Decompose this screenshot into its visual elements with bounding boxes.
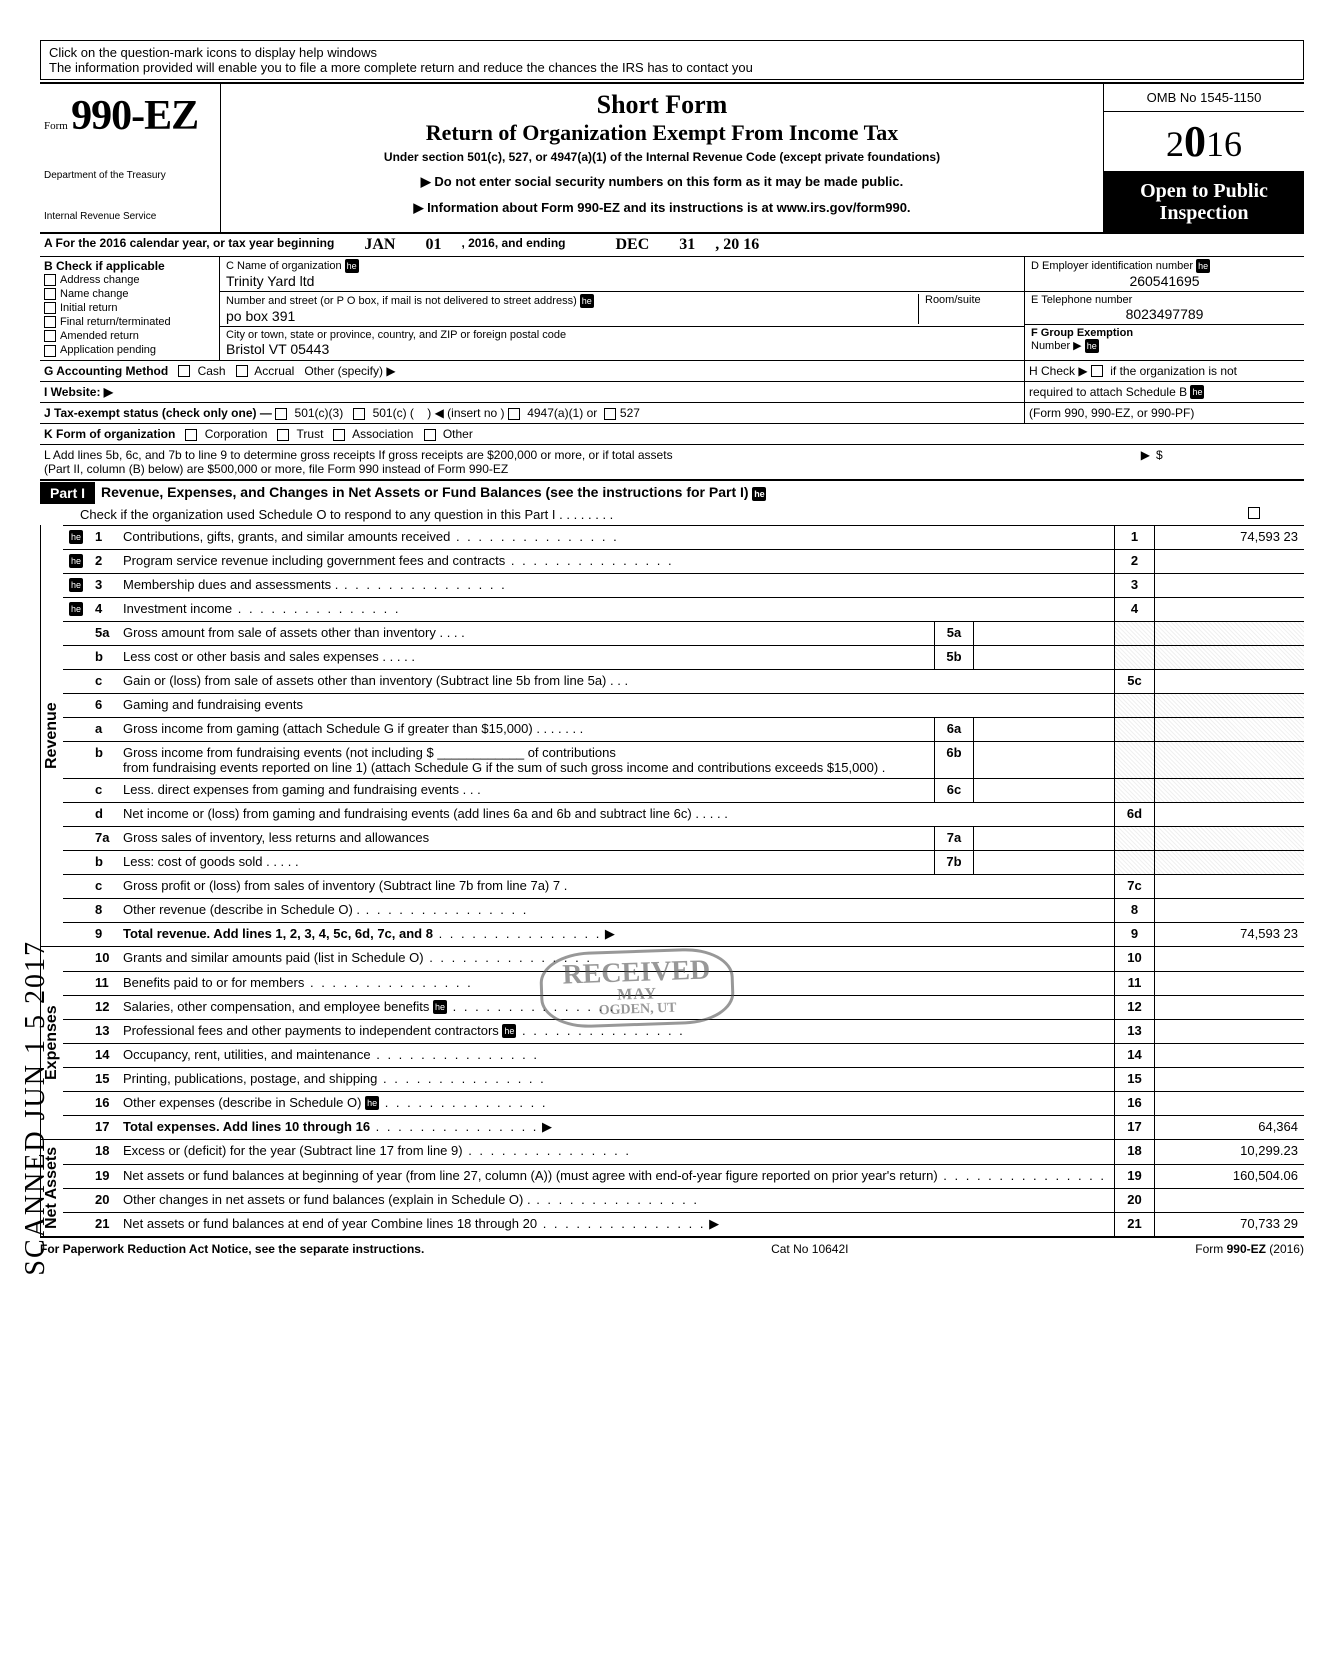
tax-year: 2016 bbox=[1104, 112, 1304, 172]
line-a: A For the 2016 calendar year, or tax yea… bbox=[40, 234, 1304, 256]
help-icon[interactable]: he bbox=[1196, 259, 1210, 273]
revenue-label: Revenue bbox=[40, 525, 63, 946]
chk-association[interactable] bbox=[333, 429, 345, 441]
dept1: Department of the Treasury bbox=[44, 170, 216, 181]
chk-final-return[interactable]: Final return/terminated bbox=[44, 315, 215, 329]
line17-amount: 64,364 bbox=[1154, 1116, 1304, 1139]
note-ssn: ▶ Do not enter social security numbers o… bbox=[231, 174, 1093, 190]
hint-line2: The information provided will enable you… bbox=[49, 60, 1295, 75]
help-icon[interactable]: he bbox=[345, 259, 359, 273]
telephone: 8023497789 bbox=[1031, 306, 1298, 322]
help-icon[interactable]: he bbox=[433, 1000, 447, 1014]
chk-501c3[interactable] bbox=[275, 408, 287, 420]
part1-label: Part I bbox=[40, 482, 95, 504]
website-label: I Website: ▶ bbox=[44, 385, 113, 399]
footer-mid: Cat No 10642I bbox=[771, 1242, 848, 1256]
org-city: Bristol VT 05443 bbox=[226, 341, 1018, 357]
help-icon[interactable]: he bbox=[1190, 385, 1204, 399]
chk-schedule-o[interactable] bbox=[1248, 507, 1260, 519]
help-icon[interactable]: he bbox=[580, 294, 594, 308]
chk-schedule-b[interactable] bbox=[1091, 365, 1103, 377]
chk-501c[interactable] bbox=[353, 408, 365, 420]
line9-amount: 74,593 23 bbox=[1154, 923, 1304, 946]
chk-4947[interactable] bbox=[508, 408, 520, 420]
hint-line1: Click on the question-mark icons to disp… bbox=[49, 45, 1295, 60]
chk-trust[interactable] bbox=[277, 429, 289, 441]
help-icon[interactable]: he bbox=[502, 1024, 516, 1038]
org-street: po box 391 bbox=[226, 308, 918, 324]
help-icon[interactable]: he bbox=[69, 602, 83, 616]
chk-name-change[interactable]: Name change bbox=[44, 287, 215, 301]
footer-right: Form 990-EZ (2016) bbox=[1195, 1242, 1304, 1256]
help-icon[interactable]: he bbox=[365, 1096, 379, 1110]
line1-amount: 74,593 23 bbox=[1154, 526, 1304, 549]
section-abcdef: B Check if applicable Address change Nam… bbox=[40, 257, 1304, 360]
begin-month: JAN bbox=[364, 236, 395, 254]
line18-amount: 10,299.23 bbox=[1154, 1140, 1304, 1164]
chk-527[interactable] bbox=[604, 408, 616, 420]
chk-cash[interactable] bbox=[178, 365, 190, 377]
help-icon[interactable]: he bbox=[69, 554, 83, 568]
help-icon[interactable]: he bbox=[1085, 339, 1099, 353]
form-word: Form bbox=[44, 120, 68, 132]
title-short-form: Short Form bbox=[231, 90, 1093, 120]
chk-accrual[interactable] bbox=[236, 365, 248, 377]
hint-bar: Click on the question-mark icons to disp… bbox=[40, 40, 1304, 80]
page-footer: For Paperwork Reduction Act Notice, see … bbox=[40, 1236, 1304, 1256]
ein: 260541695 bbox=[1031, 273, 1298, 289]
note-info-link: ▶ Information about Form 990-EZ and its … bbox=[231, 200, 1093, 216]
chk-amended-return[interactable]: Amended return bbox=[44, 329, 215, 343]
form-header: Form 990-EZ Department of the Treasury I… bbox=[40, 84, 1304, 232]
open-to-public: Open to Public Inspection bbox=[1104, 172, 1304, 232]
chk-initial-return[interactable]: Initial return bbox=[44, 301, 215, 315]
part1-title: Revenue, Expenses, and Changes in Net As… bbox=[95, 481, 772, 503]
end-day: 31 bbox=[679, 236, 695, 254]
end-year: , 20 16 bbox=[715, 236, 759, 254]
title-return: Return of Organization Exempt From Incom… bbox=[231, 120, 1093, 146]
org-name: Trinity Yard ltd bbox=[226, 273, 1018, 289]
col-b-title: B Check if applicable bbox=[44, 259, 215, 273]
begin-day: 01 bbox=[425, 236, 441, 254]
chk-application-pending[interactable]: Application pending bbox=[44, 343, 215, 357]
footer-left: For Paperwork Reduction Act Notice, see … bbox=[40, 1242, 424, 1256]
help-icon[interactable]: he bbox=[69, 578, 83, 592]
end-month: DEC bbox=[615, 236, 649, 254]
line19-amount: 160,504.06 bbox=[1154, 1165, 1304, 1188]
help-icon[interactable]: he bbox=[69, 530, 83, 544]
chk-address-change[interactable]: Address change bbox=[44, 273, 215, 287]
chk-other-org[interactable] bbox=[424, 429, 436, 441]
subtitle: Under section 501(c), 527, or 4947(a)(1)… bbox=[231, 150, 1093, 164]
help-icon[interactable]: he bbox=[752, 487, 766, 501]
omb-number: OMB No 1545-1150 bbox=[1104, 84, 1304, 112]
form-number: 990-EZ bbox=[71, 93, 198, 139]
dept2: Internal Revenue Service bbox=[44, 211, 216, 222]
chk-corporation[interactable] bbox=[185, 429, 197, 441]
line21-amount: 70,733 29 bbox=[1154, 1213, 1304, 1236]
scanned-stamp: SCANNED JUN 1 5 2017 bbox=[20, 940, 52, 1276]
